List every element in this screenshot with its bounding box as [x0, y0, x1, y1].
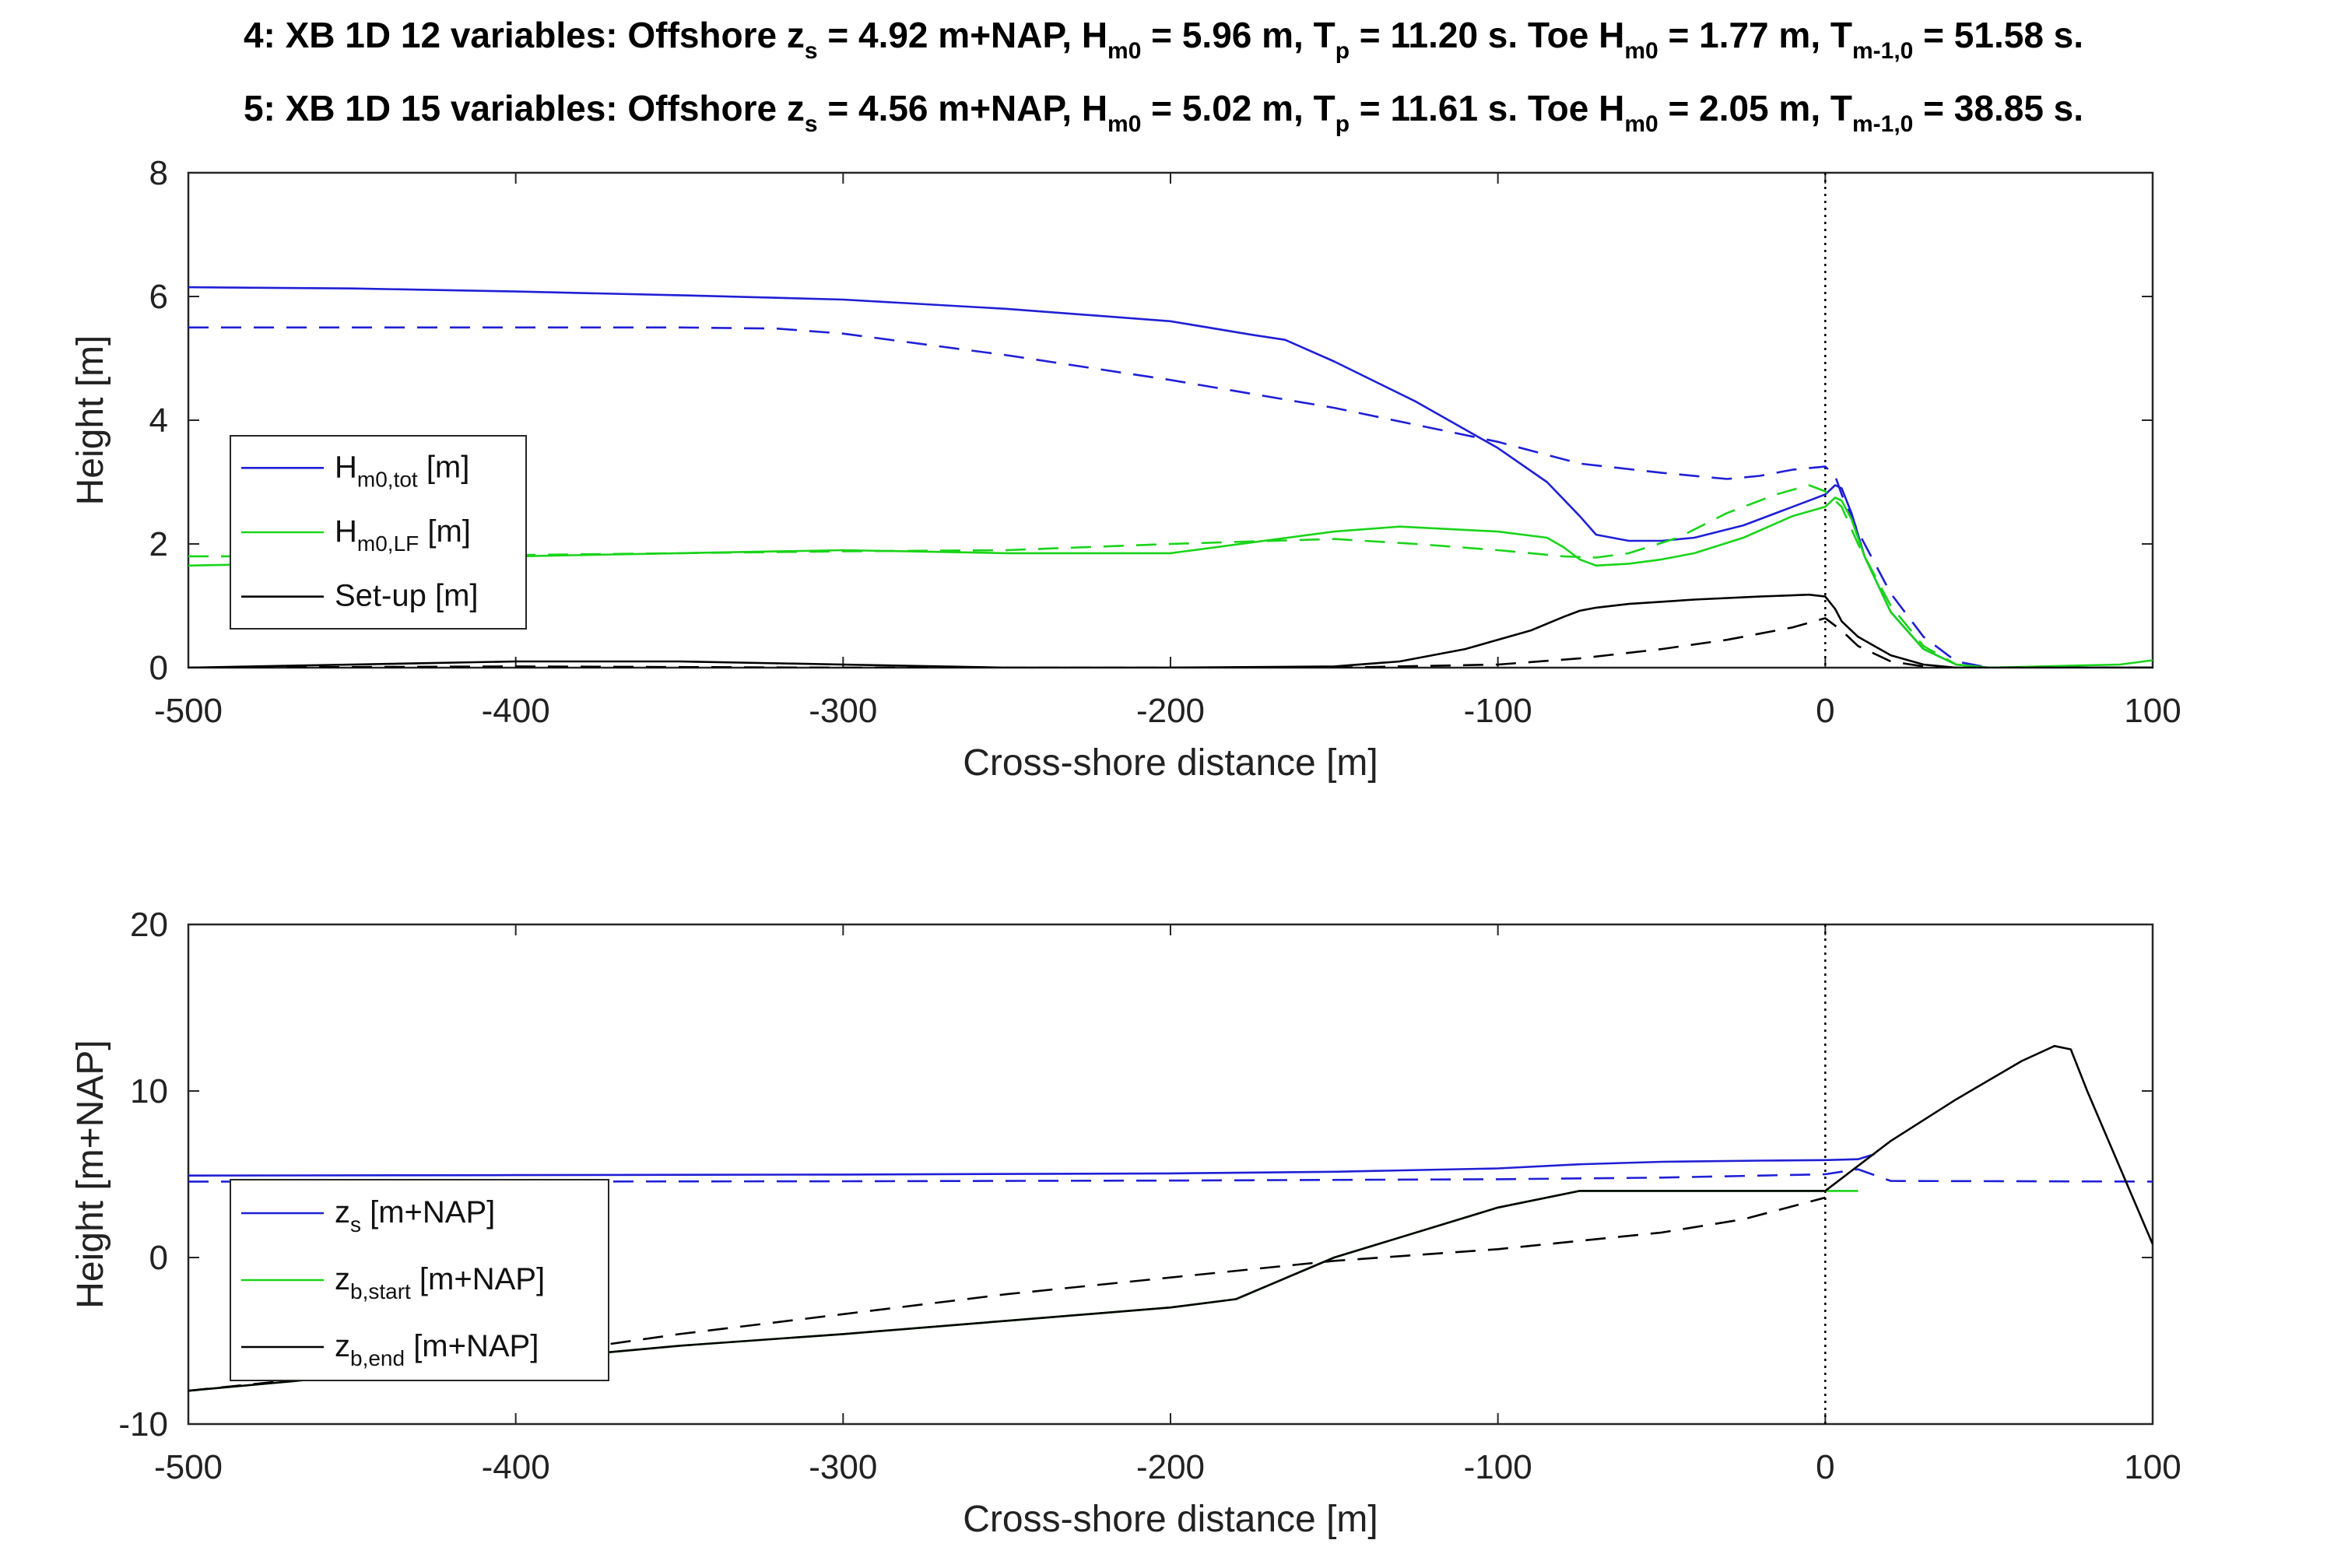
x-tick-label: -400: [482, 692, 550, 730]
x-tick-label: -300: [809, 1448, 877, 1486]
x-tick-label: 100: [2124, 1448, 2181, 1486]
y-axis-label: Height [m+NAP]: [70, 1040, 111, 1308]
title2-tm-value: = 38.85 s.: [1913, 88, 2084, 128]
legend-label: Hm0,tot [m]: [335, 450, 469, 491]
series-line-zs-4-: [188, 1153, 1875, 1177]
title2-zs-value: = 4.56 m+NAP, H: [817, 88, 1108, 128]
x-tick-label: -100: [1464, 692, 1532, 730]
title1-tp-sub: p: [1335, 38, 1350, 64]
legend-label: zs [m+NAP]: [335, 1195, 495, 1237]
title2-toe-sub: m0: [1624, 111, 1658, 137]
y-tick-label: 20: [130, 906, 168, 944]
plot-1: -500 -400 -300 -200 -100 0 100 0 2 4 6 8 Cross-shore…: [70, 154, 2181, 784]
legend-label: zb,end [m+NAP]: [335, 1329, 539, 1370]
x-tick-label: -200: [1136, 692, 1205, 730]
y-tick-label: 6: [149, 278, 168, 316]
y-tick-label: 0: [149, 649, 168, 687]
legend: zs [m+NAP] zb,start [m+NAP] zb,end [m+NAP]: [230, 1179, 609, 1381]
y-tick-label: 0: [149, 1239, 168, 1277]
y-axis-label: Height [m]: [70, 335, 111, 506]
series-group: [188, 1044, 2153, 1392]
title1-tm-value: = 51.58 s.: [1913, 15, 2084, 55]
series-line-zb-end-5-: [188, 1196, 1826, 1392]
series-line-set-up-4-: [188, 593, 2153, 668]
x-tick-label: -100: [1464, 1448, 1532, 1486]
x-axis-label: Cross-shore distance [m]: [963, 1499, 1378, 1540]
series-group: [188, 286, 2153, 668]
title2-tm-sub: m-1,0: [1851, 111, 1914, 137]
x-tick-label: -400: [482, 1448, 550, 1486]
title2-toe-value: = 2.05 m, T: [1658, 88, 1852, 128]
title1-prefix: 4: XB 1D 12 variables: Offshore z: [243, 15, 805, 55]
title1-tp-value: = 11.20 s. Toe H: [1350, 15, 1625, 55]
series-line-hm0-lf-4-: [188, 496, 2153, 668]
x-tick-label: -300: [809, 692, 877, 730]
x-tick-label: -500: [154, 1448, 223, 1486]
y-tick-label: -10: [118, 1405, 168, 1443]
y-tick-label: 4: [149, 402, 168, 440]
series-line-zb-end-4-: [188, 1044, 2153, 1392]
title2-h-value: = 5.02 m, T: [1141, 88, 1335, 128]
y-tick-label: 10: [130, 1072, 168, 1110]
legend-label: Hm0,LF [m]: [335, 514, 471, 556]
title1-h-sub: m0: [1107, 38, 1142, 64]
title1-toe-sub: m0: [1624, 38, 1658, 64]
y-tick-label: 8: [149, 154, 168, 192]
x-tick-label: 100: [2124, 692, 2181, 730]
title2-tp-sub: p: [1335, 111, 1350, 137]
series-line-hm0-lf-5-: [188, 484, 2153, 668]
title1-zs-value: = 4.92 m+NAP, H: [817, 15, 1108, 55]
title2-tp-value: = 11.61 s. Toe H: [1350, 88, 1625, 128]
y-tick-label: 2: [149, 525, 168, 563]
series-line-hm0-tot-5-: [188, 326, 2153, 668]
title1-h-value: = 5.96 m, T: [1141, 15, 1335, 55]
legend: Hm0,tot [m] Hm0,LF [m] Set-up [m]: [230, 435, 527, 630]
series-line-set-up-5-: [188, 617, 2153, 668]
plot-2: -500 -400 -300 -200 -100 0 100-1001020Cross-sh…: [70, 906, 2181, 1540]
chart-title-line-1: 4: XB 1D 12 variables: Offshore zs = 4.9…: [0, 14, 2327, 64]
legend-label: zb,start [m+NAP]: [335, 1262, 545, 1303]
title2-h-sub: m0: [1107, 111, 1142, 137]
chart-title-line-2: 5: XB 1D 15 variables: Offshore zs = 4.5…: [0, 87, 2327, 137]
legend-label: Set-up [m]: [335, 579, 479, 613]
title2-prefix: 5: XB 1D 15 variables: Offshore z: [243, 88, 805, 128]
title1-zs-sub: s: [804, 38, 818, 64]
series-line-zs-5-: [188, 1168, 2153, 1183]
x-tick-label: 0: [1816, 1448, 1834, 1486]
x-tick-label: -500: [154, 692, 223, 730]
x-tick-label: 0: [1816, 692, 1834, 730]
title1-toe-value: = 1.77 m, T: [1658, 15, 1852, 55]
title2-zs-sub: s: [804, 111, 818, 137]
x-tick-label: -200: [1136, 1448, 1205, 1486]
x-axis-label: Cross-shore distance [m]: [963, 742, 1378, 784]
title1-tm-sub: m-1,0: [1851, 38, 1914, 64]
